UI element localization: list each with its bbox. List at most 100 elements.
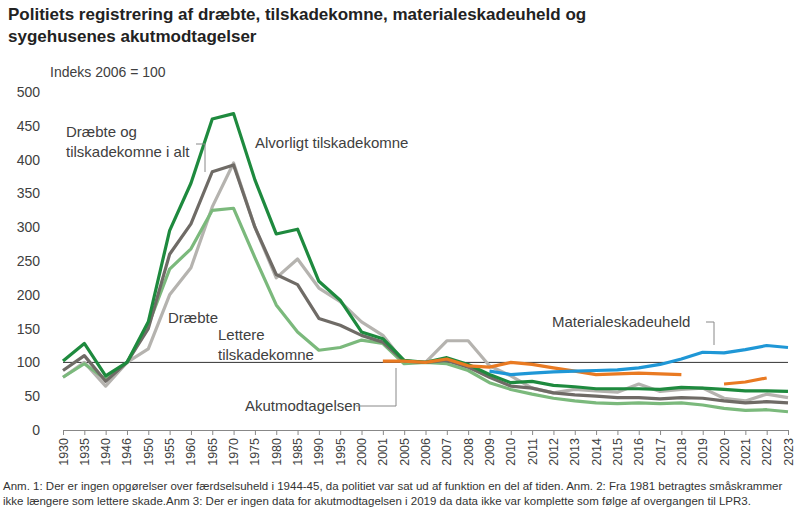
y-tick: 200 (17, 287, 48, 303)
x-tick-label: 1965 (206, 438, 220, 466)
x-tick: 2000 (355, 430, 369, 466)
x-tick-label: 1950 (142, 438, 156, 466)
x-tick-label: 2009 (483, 438, 497, 466)
y-axis-line (48, 93, 49, 431)
y-axis: 0 50 100 150 200 250 300 350 400 450 500 (17, 84, 49, 438)
x-tick: 2021 (739, 430, 753, 466)
x-tick: 1950 (142, 430, 156, 466)
series-label: Materialeskadeuheld (552, 313, 690, 330)
x-tick: 1965 (206, 430, 220, 466)
y-tick: 350 (17, 185, 48, 201)
x-tick-mark (383, 430, 384, 435)
x-tick-label: 1985 (291, 438, 305, 466)
title: Politiets registrering af dræbte, tilska… (8, 5, 586, 46)
leader-line (706, 322, 714, 345)
x-tick: 2010 (504, 430, 518, 466)
x-tick-mark (319, 430, 320, 435)
series-label: Letteretilskadekomne (218, 326, 314, 363)
x-tick: 1995 (334, 430, 348, 466)
x-tick-mark (767, 430, 768, 435)
x-tick-label: 2011 (526, 438, 540, 465)
x-tick-mark (63, 430, 64, 435)
x-tick: 2015 (611, 430, 625, 466)
x-tick-label: 1990 (312, 438, 326, 466)
x-tick-mark (234, 430, 235, 435)
x-tick: 2007 (440, 430, 454, 466)
x-tick: 1990 (312, 430, 326, 466)
y-tick: 0 (32, 422, 48, 438)
x-tick-mark (212, 430, 213, 435)
x-tick-label: 2005 (398, 438, 412, 466)
series-line (63, 208, 788, 411)
x-tick-label: 2000 (355, 438, 369, 466)
x-tick-mark (724, 430, 725, 435)
x-tick: 2001 (376, 430, 390, 466)
x-tick-label: 2012 (547, 438, 561, 466)
x-tick-label: 1960 (184, 438, 198, 466)
y-tick: 500 (17, 84, 48, 100)
y-tick-label: 400 (17, 152, 41, 168)
x-tick-label: 1995 (334, 438, 348, 466)
x-tick-label: 1955 (163, 438, 177, 466)
x-tick-mark (148, 430, 149, 435)
plot-area (63, 114, 788, 412)
series-line (489, 346, 788, 375)
series-line (63, 114, 788, 392)
y-tick-label: 150 (17, 321, 41, 337)
x-tick-mark (468, 430, 469, 435)
x-tick-mark (362, 430, 363, 435)
x-tick-label: 2022 (760, 438, 774, 466)
x-tick-label: 2023 (782, 438, 796, 466)
x-tick-mark (84, 430, 85, 435)
x-tick: 1935 (78, 430, 92, 466)
x-tick-mark (191, 430, 192, 435)
x-tick-mark (170, 430, 171, 435)
x-tick-label: 2016 (632, 438, 646, 466)
x-tick: 1975 (248, 430, 262, 466)
y-tick: 450 (17, 118, 48, 134)
y-tick-label: 50 (24, 388, 40, 404)
x-tick: 1955 (163, 430, 177, 466)
x-tick: 2017 (654, 430, 668, 466)
x-tick-mark (553, 430, 554, 435)
series-label: Dræbte ogtilskadekomne i alt (66, 123, 190, 160)
x-tick: 2023 (782, 430, 796, 466)
x-tick-mark (489, 430, 490, 435)
y-tick-label: 500 (17, 84, 41, 100)
x-tick: 1970 (227, 430, 241, 466)
x-tick-mark (532, 430, 533, 435)
x-tick: 2012 (547, 430, 561, 466)
x-tick-label: 2007 (440, 438, 454, 466)
x-tick-mark (788, 430, 789, 435)
chart: Politiets registrering af dræbte, tilska… (0, 0, 800, 531)
x-tick-label: 2018 (675, 438, 689, 466)
y-tick-label: 100 (17, 354, 41, 370)
y-tick-label: 350 (17, 185, 41, 201)
y-tick: 400 (17, 152, 48, 168)
x-tick-mark (276, 430, 277, 435)
x-tick: 1980 (270, 430, 284, 466)
subtitle: Indeks 2006 = 100 (50, 64, 166, 80)
x-tick-mark (703, 430, 704, 435)
x-tick-label: 2008 (462, 438, 476, 466)
x-tick: 2022 (760, 430, 774, 466)
series-line (63, 165, 788, 403)
x-tick-mark (298, 430, 299, 435)
y-tick: 250 (17, 253, 48, 269)
x-tick-mark (681, 430, 682, 435)
x-tick-mark (660, 430, 661, 435)
x-tick-label: 1940 (99, 438, 113, 466)
y-tick: 300 (17, 219, 48, 235)
x-tick: 1985 (291, 430, 305, 466)
x-tick-mark (617, 430, 618, 435)
x-tick-label: 1935 (78, 438, 92, 466)
x-tick-mark (511, 430, 512, 435)
x-tick: 2005 (398, 430, 412, 466)
x-tick: 2011 (526, 430, 540, 465)
x-tick: 2006 (419, 430, 433, 466)
x-tick: 2014 (590, 430, 604, 466)
x-tick-mark (127, 430, 128, 435)
y-tick: 50 (24, 388, 48, 404)
x-tick-label: 2020 (718, 438, 732, 466)
series-line (63, 163, 788, 401)
